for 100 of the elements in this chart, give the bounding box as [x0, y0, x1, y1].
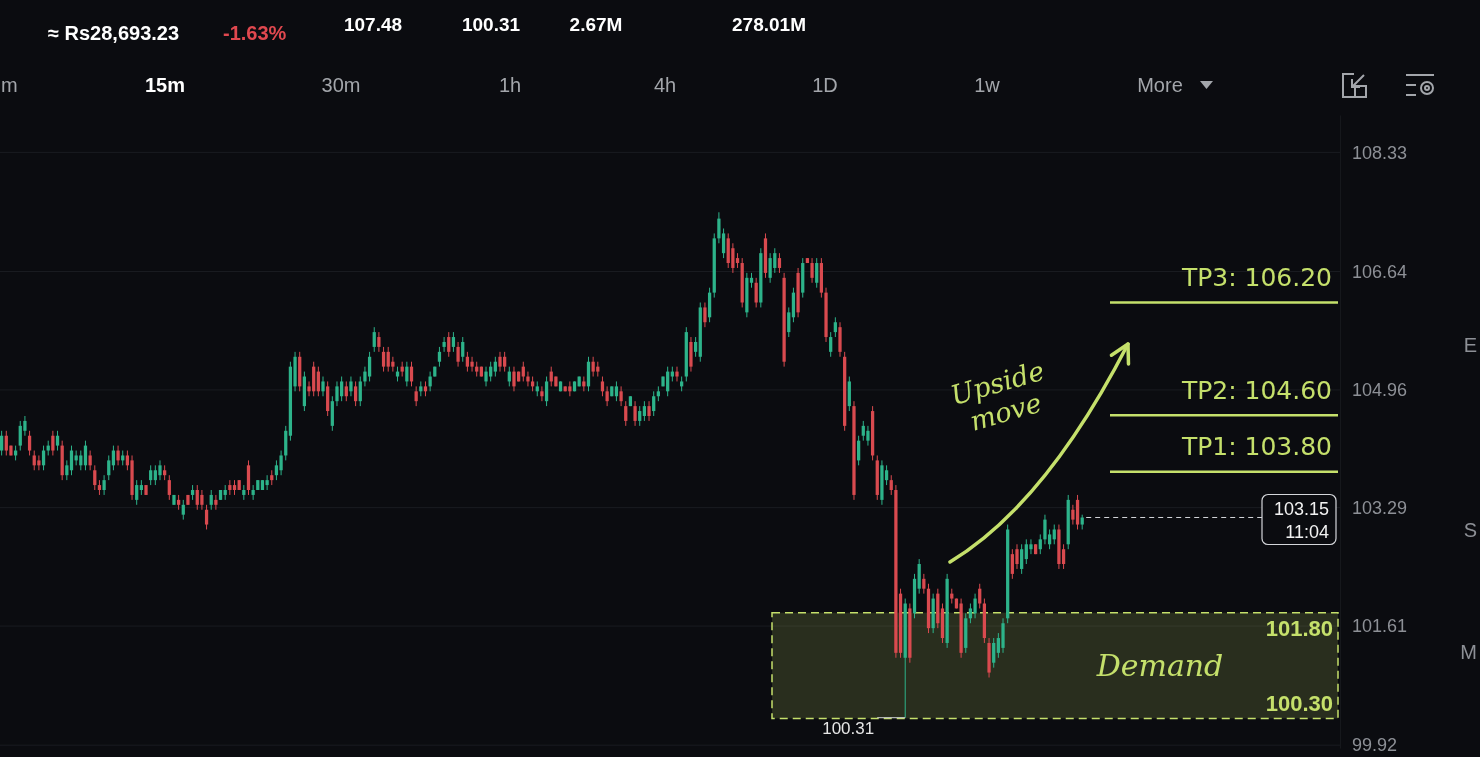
text: 1w — [974, 74, 1001, 96]
candlestick — [27, 430, 32, 456]
y-tick-label: 104.96 — [1352, 380, 1408, 401]
candlestick — [540, 385, 544, 402]
candlestick — [787, 306, 791, 338]
candlestick — [614, 380, 619, 402]
y-tick-label: 99.92 — [1352, 735, 1398, 756]
candlestick — [451, 331, 456, 353]
candlestick — [568, 380, 572, 397]
candlestick — [493, 356, 497, 378]
candlestick — [461, 336, 465, 363]
candlestick — [149, 464, 153, 486]
candlestick — [768, 252, 772, 284]
candlestick — [55, 430, 60, 452]
y-tick-label: 103.29 — [1352, 497, 1408, 518]
text: 100.31 — [461, 13, 521, 35]
candlestick — [605, 385, 609, 407]
candlestick — [1043, 514, 1047, 545]
y-tick-label: 101.61 — [1352, 616, 1408, 637]
candlestick — [889, 474, 893, 496]
candlestick — [1071, 504, 1075, 526]
candlestick — [1038, 533, 1042, 555]
candlestick — [465, 351, 470, 373]
candlestick — [214, 494, 218, 511]
annotation: 101.80 — [1265, 616, 1333, 642]
candlestick — [274, 459, 279, 481]
band-label: Demand — [1095, 648, 1224, 684]
candlestick — [414, 385, 418, 407]
candlestick — [922, 573, 926, 595]
candlestick — [367, 351, 372, 382]
candlestick — [968, 603, 973, 624]
candlestick — [693, 336, 698, 358]
candlestick — [279, 450, 283, 476]
candlestick — [526, 371, 530, 387]
candlestick — [647, 400, 651, 422]
text: 107.48 — [343, 13, 403, 35]
candlestick — [37, 454, 41, 471]
text: -1.63% — [223, 22, 287, 44]
candlestick — [102, 474, 106, 496]
annotation: 100.31 — [822, 718, 875, 738]
candlestick — [815, 257, 819, 289]
annotation: Upside move — [947, 354, 1048, 437]
candlestick — [866, 425, 870, 447]
candlestick — [107, 454, 111, 481]
candlestick — [624, 400, 628, 427]
candlestick — [353, 380, 358, 407]
candlestick — [638, 405, 642, 427]
candlestick — [335, 380, 339, 407]
candlestick — [51, 430, 55, 456]
candlestick — [204, 504, 209, 530]
candlestick — [675, 366, 679, 382]
candlestick — [358, 376, 362, 407]
candlestick — [1029, 538, 1033, 555]
candlestick — [992, 637, 996, 669]
candlestick — [321, 376, 325, 397]
candlestick — [377, 331, 381, 353]
candlestick — [591, 356, 595, 378]
candlestick — [1052, 524, 1056, 545]
candlestick — [181, 499, 185, 521]
candlestick — [65, 459, 69, 481]
text: 4h — [653, 74, 677, 96]
candlestick — [209, 489, 213, 511]
candlestick — [1015, 543, 1019, 570]
annotation: 100.30 — [1265, 691, 1333, 717]
candlestick — [372, 326, 376, 353]
candlestick — [79, 450, 83, 471]
candlestick — [349, 376, 353, 397]
candlestick — [88, 450, 92, 471]
candlestick — [829, 331, 833, 358]
y-tick-label: 108.33 — [1352, 142, 1408, 163]
text: M — [1460, 641, 1477, 663]
candlestick — [442, 336, 446, 353]
candlestick — [344, 380, 348, 402]
ref-line-label: TP3: 106.20 — [1180, 263, 1332, 293]
candlestick — [773, 247, 777, 274]
candlestick — [251, 484, 255, 501]
candlestick — [600, 376, 605, 397]
candlestick — [777, 252, 782, 274]
candlestick — [703, 302, 707, 328]
text: 15m — [144, 74, 186, 96]
candlestick — [93, 464, 97, 491]
candlestick — [447, 331, 451, 358]
candlestick — [754, 277, 758, 308]
candlestick — [391, 356, 395, 373]
text: ≈ Rs28,693.23 — [48, 22, 180, 44]
candlestick — [484, 366, 488, 387]
text: 2.67M — [569, 13, 623, 35]
candlestick — [470, 356, 474, 373]
candlestick — [544, 376, 549, 407]
candlestick — [731, 242, 735, 274]
candlestick — [810, 257, 814, 284]
candlestick — [437, 346, 442, 368]
candlestick — [833, 316, 837, 338]
ref-line-label: TP2: 104.60 — [1180, 376, 1332, 406]
text: 1h — [498, 74, 522, 96]
candlestick — [158, 459, 162, 481]
candlestick — [521, 361, 525, 382]
candlestick — [619, 385, 623, 407]
candlestick — [633, 400, 637, 427]
text: E — [1463, 334, 1477, 356]
